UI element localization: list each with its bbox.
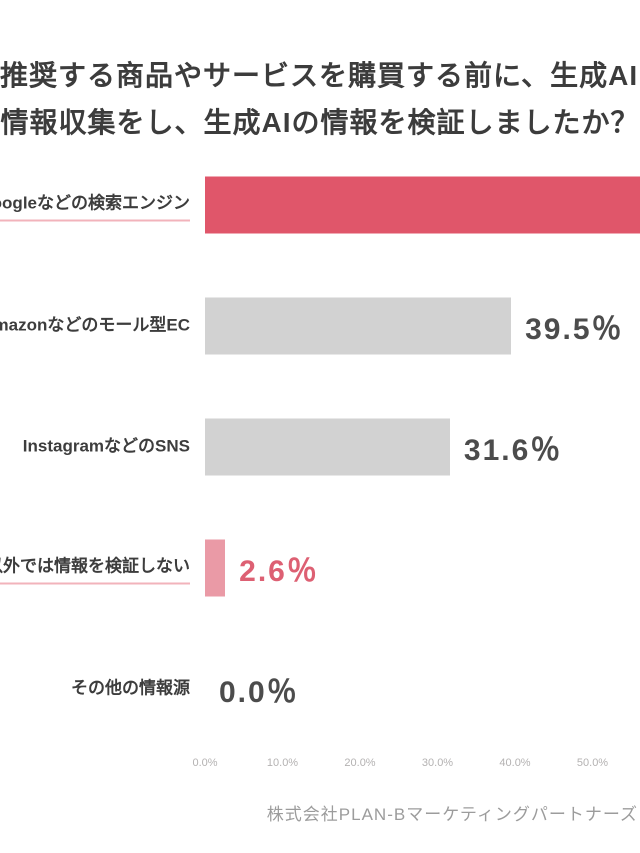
bar <box>205 539 226 596</box>
bar <box>205 297 512 354</box>
bar-row: 生成AI以外では情報を検証しない 2.6％ <box>0 507 640 628</box>
value-label: 31.6％ <box>463 433 563 467</box>
category-label: 生成AI以外では情報を検証しない <box>0 551 190 584</box>
axis-tick-label: 50.0% <box>576 757 609 769</box>
x-axis: 0.0% 10.0% 20.0% 30.0% 40.0% 50.0% <box>0 757 640 773</box>
value-label: 39.5％ <box>525 312 624 346</box>
axis-tick-label: 10.0% <box>266 757 299 769</box>
plot-area: Googleなどの検索エンジン Amazonなどのモール型EC 39.5％ In… <box>0 144 640 749</box>
source-attribution: 株式会社PLAN-Bマーケティングパートナーズ <box>266 805 638 824</box>
bar <box>205 418 450 475</box>
category-label: その他の情報源 <box>71 678 190 697</box>
axis-tick-label: 20.0% <box>344 757 376 769</box>
bar-row: その他の情報源 0.0％ <box>0 628 640 749</box>
bar-row: Amazonなどのモール型EC 39.5％ <box>0 265 640 386</box>
bar-row: Googleなどの検索エンジン <box>0 144 640 265</box>
bar <box>205 176 640 233</box>
category-label: InstagramなどのSNS <box>22 436 190 455</box>
bar-row: InstagramなどのSNS 31.6％ <box>0 386 640 507</box>
axis-tick-label: 40.0% <box>499 757 531 769</box>
value-label: 0.0％ <box>219 675 299 709</box>
axis-tick-label: 0.0% <box>192 757 218 769</box>
category-label: Googleなどの検索エンジン <box>0 188 190 221</box>
chart-title: 推奨する商品やサービスを購買する前に、生成AI以外で 情報収集をし、生成AIの情… <box>0 52 640 146</box>
value-label: 2.6％ <box>239 554 319 588</box>
chart-title-line2: 情報収集をし、生成AIの情報を検証しましたか？ <box>0 107 640 138</box>
category-label: Amazonなどのモール型EC <box>0 315 190 334</box>
axis-tick-label: 30.0% <box>421 757 454 769</box>
chart-title-line1: 推奨する商品やサービスを購買する前に、生成AI以外で <box>0 60 640 91</box>
